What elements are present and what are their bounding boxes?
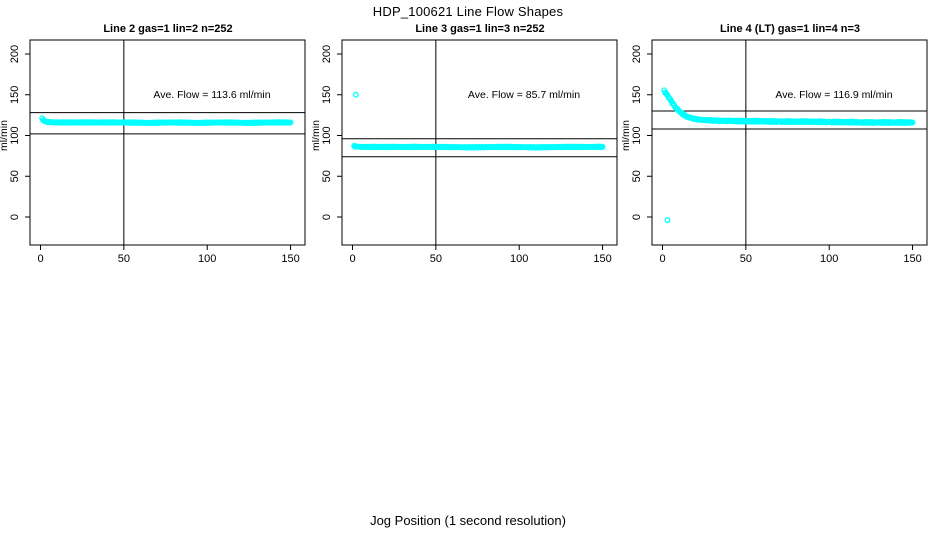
y-tick-label: 200: [631, 45, 643, 63]
x-tick-label: 150: [281, 253, 299, 265]
plot-area-svg: 0 50 100 150 0 50 100 150 200 ml/min Ave. Flow = 8…: [312, 39, 618, 265]
x-tick-label: 100: [198, 253, 216, 265]
plot-box: [341, 39, 618, 246]
panel-line2: Line 2 gas=1 lin=2 n=252 0 50 100 150 0 50 100…: [0, 22, 310, 272]
y-tick-label: 50: [631, 170, 643, 182]
x-tick-label: 50: [740, 253, 752, 265]
plot-box: [29, 39, 306, 246]
data-points-group: [351, 91, 606, 151]
y-tick-label: 150: [9, 86, 21, 104]
panel-title: Line 2 gas=1 lin=2 n=252: [103, 23, 233, 35]
x-axis-label: Jog Position (1 second resolution): [370, 513, 566, 528]
panel-line4: Line 4 (LT) gas=1 lin=4 n=3 0 50 100 150 0 50…: [622, 22, 932, 272]
y-tick-label: 50: [321, 170, 333, 182]
data-points-group: [39, 115, 294, 127]
y-tick-label: 100: [321, 126, 333, 144]
x-tick-label: 150: [593, 253, 611, 265]
panel-title: Line 4 (LT) gas=1 lin=4 n=3: [719, 23, 861, 35]
y-tick-label: 200: [9, 45, 21, 63]
x-tick-label: 0: [349, 253, 355, 265]
ave-flow-annotation: Ave. Flow = 85.7 ml/min: [468, 89, 580, 101]
y-tick-label: 150: [631, 86, 643, 104]
data-point: [599, 143, 606, 150]
y-tick-label: 100: [9, 126, 21, 144]
x-tick-label: 50: [430, 253, 442, 265]
y-tick-label: 100: [631, 126, 643, 144]
y-tick-label: 0: [321, 214, 333, 220]
figure-title: HDP_100621 Line Flow Shapes: [372, 4, 564, 19]
plot-area-svg: 0 50 100 150 0 50 100 150 200 ml/min Ave. Flow = 1…: [622, 39, 928, 265]
ave-flow-annotation: Ave. Flow = 116.9 ml/min: [775, 89, 892, 101]
y-axis-unit-label: ml/min: [622, 120, 632, 151]
y-tick-label: 50: [9, 170, 21, 182]
data-points-group: [661, 87, 916, 224]
x-tick-label: 150: [903, 253, 921, 265]
x-tick-label: 100: [510, 253, 528, 265]
plot-box: [651, 39, 928, 246]
x-tick-label: 100: [820, 253, 838, 265]
outlier-point: [664, 217, 671, 224]
ave-flow-annotation: Ave. Flow = 113.6 ml/min: [153, 89, 270, 101]
y-tick-label: 0: [631, 214, 643, 220]
panel-line3: Line 3 gas=1 lin=3 n=252 0 50 100 150 0 50 100…: [312, 22, 622, 272]
y-axis-unit-label: ml/min: [312, 120, 322, 151]
y-tick-label: 0: [9, 214, 21, 220]
data-point: [909, 119, 916, 126]
x-tick-label: 0: [659, 253, 665, 265]
outlier-point: [352, 91, 359, 98]
data-point: [287, 119, 294, 126]
y-tick-label: 200: [321, 45, 333, 63]
x-tick-label: 50: [118, 253, 130, 265]
y-tick-label: 150: [321, 86, 333, 104]
panel-title: Line 3 gas=1 lin=3 n=252: [415, 23, 545, 35]
x-tick-label: 0: [37, 253, 43, 265]
y-axis-unit-label: ml/min: [0, 120, 10, 151]
plot-area-svg: 0 50 100 150 0 50 100 150 200 ml/min Ave. Flow = 1…: [0, 39, 306, 265]
